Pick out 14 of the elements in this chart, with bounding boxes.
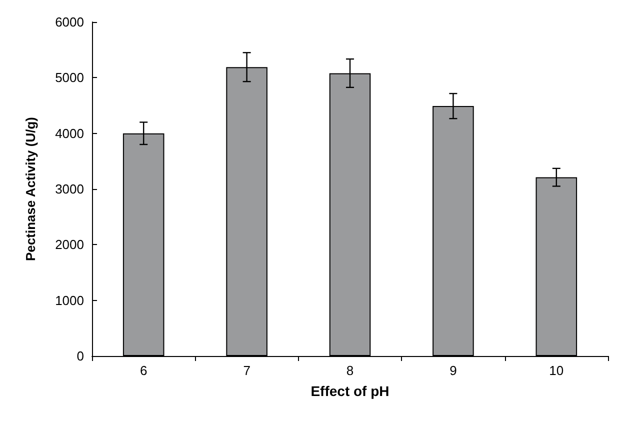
x-tick-label: 6 xyxy=(140,363,148,378)
x-tick-label: 8 xyxy=(346,363,354,378)
x-axis-title: Effect of pH xyxy=(310,383,390,399)
y-tick-label: 4000 xyxy=(55,126,84,141)
y-axis-title: Pectinase Activity (U/g) xyxy=(23,116,38,262)
x-tick-label: 7 xyxy=(243,363,250,378)
y-tick-label: 3000 xyxy=(55,182,84,196)
x-tick-label: 9 xyxy=(450,363,457,378)
y-tick-label: 2000 xyxy=(55,237,84,252)
y-tick-label: 5000 xyxy=(55,70,84,86)
y-tick-label: 6000 xyxy=(55,14,84,30)
y-tick-label: 0 xyxy=(76,348,84,364)
y-tick-label: 1000 xyxy=(55,292,84,308)
x-tick-label: 10 xyxy=(549,363,564,378)
